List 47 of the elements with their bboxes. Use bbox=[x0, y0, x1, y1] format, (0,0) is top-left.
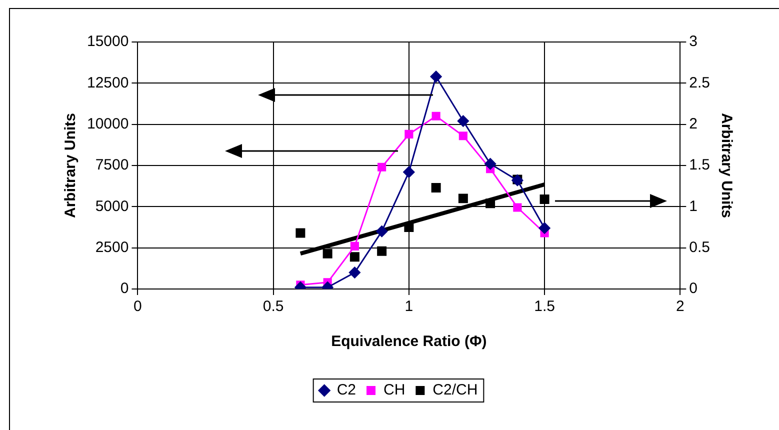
point bbox=[538, 222, 550, 234]
point bbox=[486, 198, 496, 208]
point bbox=[540, 194, 550, 204]
point bbox=[432, 112, 440, 120]
point bbox=[377, 246, 387, 256]
point bbox=[348, 266, 360, 278]
y2-tick-label: 2 bbox=[689, 115, 698, 132]
point bbox=[513, 203, 522, 212]
legend-label: CH bbox=[384, 382, 406, 399]
point bbox=[457, 115, 469, 127]
point bbox=[430, 70, 442, 82]
y-tick-label: 15000 bbox=[86, 33, 129, 50]
legend-label: C2 bbox=[336, 382, 356, 399]
y2-tick-label: 0.5 bbox=[689, 238, 710, 256]
y-tick-label: 5000 bbox=[95, 198, 129, 215]
point bbox=[350, 242, 359, 250]
y2-tick-label: 2.5 bbox=[689, 74, 710, 92]
point bbox=[376, 226, 388, 238]
y-tick-label: 0 bbox=[120, 280, 129, 298]
y2-axis-title: Arbitrary Units bbox=[718, 112, 735, 218]
point bbox=[484, 158, 496, 170]
point bbox=[404, 130, 414, 138]
point bbox=[458, 132, 468, 140]
x-axis-title: Equivalence Ratio (Φ) bbox=[331, 333, 487, 350]
point bbox=[322, 248, 332, 258]
point bbox=[296, 228, 306, 238]
x-tick-label: 1.5 bbox=[534, 298, 555, 316]
point bbox=[378, 162, 386, 172]
y-tick-label: 12500 bbox=[86, 74, 129, 92]
y2-tick-label: 1.5 bbox=[689, 156, 710, 174]
x-tick-label: 0.5 bbox=[262, 298, 284, 316]
point bbox=[404, 222, 414, 232]
y-axis-title: Arbitrary Units bbox=[62, 112, 80, 218]
legend-label: C2/CH bbox=[432, 382, 478, 399]
point bbox=[431, 182, 441, 192]
y2-tick-label: 0 bbox=[689, 280, 698, 298]
y-tick-label: 2500 bbox=[95, 238, 129, 256]
point bbox=[403, 166, 415, 178]
point bbox=[458, 194, 468, 204]
x-tick-label: 0 bbox=[134, 298, 142, 316]
y2-tick-label: 3 bbox=[689, 33, 698, 50]
x-tick-label: 2 bbox=[676, 298, 684, 316]
x-tick-label: 1 bbox=[404, 298, 414, 316]
y2-tick-label: 1 bbox=[689, 198, 698, 215]
point bbox=[350, 252, 360, 262]
y-tick-label: 10000 bbox=[86, 115, 129, 132]
y-tick-label: 7500 bbox=[95, 156, 129, 174]
